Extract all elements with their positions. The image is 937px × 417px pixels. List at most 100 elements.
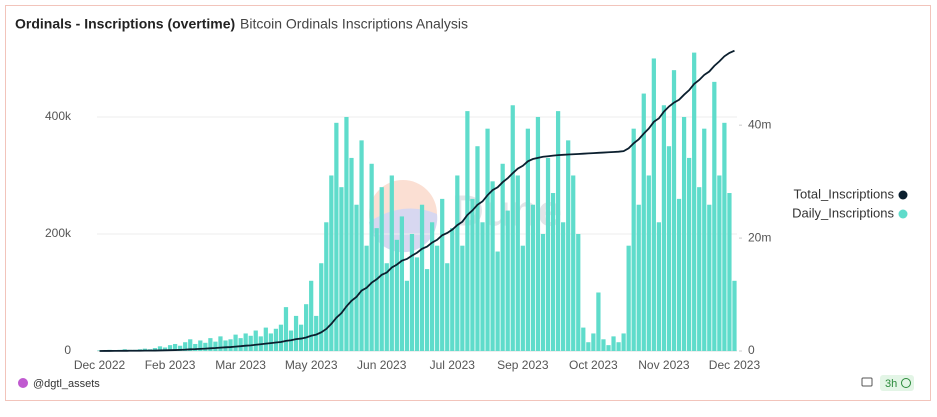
bar xyxy=(208,338,213,351)
bar xyxy=(495,251,500,351)
y2-tick-label: 40m xyxy=(748,117,771,131)
bar xyxy=(349,157,354,351)
bar xyxy=(485,128,490,351)
bar xyxy=(641,93,646,352)
bar xyxy=(450,228,455,351)
bar xyxy=(394,239,399,351)
bar xyxy=(419,204,425,351)
y-tick-label: 400k xyxy=(45,109,72,123)
y2-tick-label: 20m xyxy=(748,230,771,244)
bar xyxy=(162,347,168,351)
bar xyxy=(435,245,440,351)
bar xyxy=(233,334,238,351)
bar xyxy=(671,70,677,352)
bar xyxy=(193,343,198,351)
bar xyxy=(223,340,228,351)
bar xyxy=(238,338,243,351)
bar xyxy=(591,333,596,351)
bar xyxy=(157,346,163,351)
bar xyxy=(364,245,369,351)
bar xyxy=(379,187,384,351)
bar xyxy=(681,116,687,352)
x-tick-label: Dec 2023 xyxy=(709,358,761,372)
bar xyxy=(480,222,485,351)
bar xyxy=(218,336,223,351)
bar xyxy=(661,105,667,352)
bar xyxy=(273,328,279,351)
bar xyxy=(460,245,465,351)
author[interactable]: @dgtl_assets xyxy=(33,378,100,390)
bar xyxy=(475,146,480,351)
x-tick-label: Mar 2023 xyxy=(215,358,266,372)
bar xyxy=(445,263,450,351)
bar xyxy=(732,280,737,351)
y2-tick-label: 0 xyxy=(748,343,755,357)
bar xyxy=(369,163,374,351)
bar xyxy=(389,175,394,351)
bar xyxy=(354,204,359,351)
bar xyxy=(525,128,530,351)
bar xyxy=(203,342,208,351)
bar xyxy=(656,222,662,351)
bar xyxy=(636,204,641,351)
bar xyxy=(324,222,329,351)
author-avatar xyxy=(18,378,28,388)
bar xyxy=(414,257,420,351)
chart-title: Ordinals - Inscriptions (overtime) xyxy=(15,16,235,32)
bar xyxy=(293,315,299,351)
line xyxy=(99,49,735,352)
bar xyxy=(722,122,727,352)
x-tick-label: Jun 2023 xyxy=(357,358,407,372)
bar xyxy=(263,327,268,351)
bar xyxy=(329,175,334,351)
refresh-time: 3h xyxy=(885,378,897,390)
bar xyxy=(646,175,651,351)
bar xyxy=(334,122,339,352)
bar xyxy=(601,339,606,351)
bar xyxy=(687,157,692,351)
bar xyxy=(510,105,515,352)
bar xyxy=(424,269,430,351)
bar xyxy=(283,307,289,351)
y-tick-label: 0 xyxy=(64,343,71,357)
bar xyxy=(404,280,410,351)
legend-marker xyxy=(898,209,908,219)
bar xyxy=(707,204,712,351)
bar xyxy=(520,245,525,351)
bar xyxy=(213,341,218,351)
bar xyxy=(540,233,546,351)
legend-label: Daily_Inscriptions xyxy=(792,205,894,220)
legend-label: Total_Inscriptions xyxy=(794,186,895,201)
x-tick-label: Nov 2023 xyxy=(638,358,690,372)
bar xyxy=(304,304,309,351)
bar xyxy=(505,210,510,351)
bar xyxy=(611,336,616,351)
bar xyxy=(530,204,536,351)
bar xyxy=(253,330,258,351)
bar xyxy=(515,175,520,351)
bar xyxy=(535,116,541,352)
bar xyxy=(374,228,379,351)
bar xyxy=(248,335,253,351)
camera-icon[interactable] xyxy=(861,377,873,387)
bar xyxy=(455,175,460,351)
bar xyxy=(712,81,717,352)
bar xyxy=(571,175,576,351)
bar xyxy=(666,146,672,351)
bar xyxy=(727,193,732,351)
x-tick-label: Oct 2023 xyxy=(569,358,618,372)
bar xyxy=(188,339,193,351)
bar xyxy=(500,163,505,351)
bar xyxy=(198,340,203,351)
x-tick-label: Jul 2023 xyxy=(430,358,476,372)
x-tick-label: Dec 2022 xyxy=(74,358,126,372)
bar xyxy=(581,327,586,351)
bar xyxy=(555,111,561,352)
bar xyxy=(243,333,248,351)
bar xyxy=(228,339,233,351)
bar xyxy=(692,52,697,352)
bar xyxy=(440,198,445,351)
bar xyxy=(606,345,611,351)
